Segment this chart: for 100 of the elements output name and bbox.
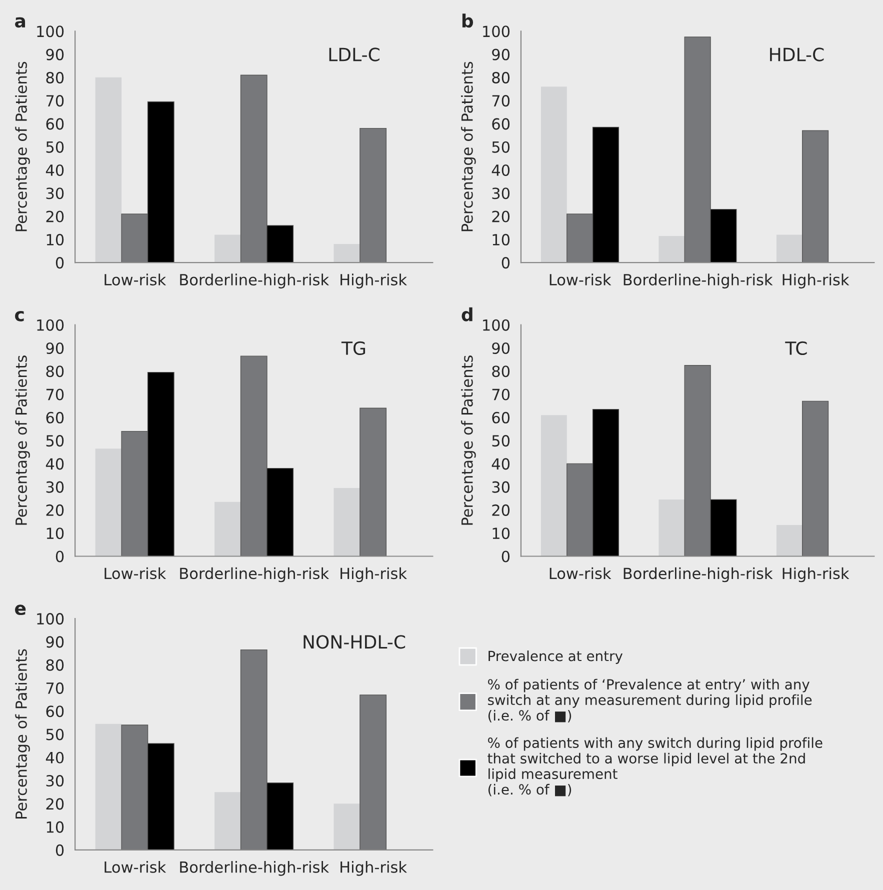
y-tick-label: 30 <box>46 188 64 200</box>
bar <box>334 244 360 263</box>
x-tick-label: Borderline-high-risk <box>624 567 773 582</box>
bar <box>540 415 567 556</box>
y-tick-label: 20 <box>492 504 510 516</box>
y-tick-label: 0 <box>56 257 64 269</box>
y-tick-label: 0 <box>56 844 64 856</box>
bar <box>360 408 387 556</box>
bar <box>214 792 241 850</box>
x-tick-label: Borderline-high-risk <box>180 567 330 582</box>
bar <box>540 86 567 263</box>
y-tick-label: 70 <box>46 95 64 107</box>
bar <box>95 724 122 850</box>
y-axis-title: Percentage of Patients <box>461 62 476 232</box>
y-tick-label: 30 <box>492 188 510 200</box>
y-axis-title: Percentage of Patients <box>15 62 30 232</box>
x-tick-label: Low-risk <box>104 567 166 580</box>
text: d <box>462 307 472 322</box>
legend-label: % of patients with any switch during lipid profile that switched to a worse lipid level at the 2nd lipid measurement (i.e. % of ■) <box>488 737 822 796</box>
y-tick-label: 80 <box>492 366 510 378</box>
y-tick-label: 70 <box>492 95 510 107</box>
y-tick-label: 60 <box>46 118 64 130</box>
y-tick-label: 20 <box>46 504 64 516</box>
y-tick-label: 30 <box>46 481 64 493</box>
x-tick-label: Low-risk <box>104 861 166 873</box>
y-tick-label: 40 <box>46 164 64 176</box>
y-tick-label: 10 <box>492 528 510 540</box>
y-axis-title: Percentage of Patients <box>461 356 476 525</box>
x-tick-label: Borderline-high-risk <box>180 861 330 876</box>
y-tick-label: 40 <box>46 458 64 470</box>
bar <box>658 500 685 556</box>
y-tick-label: 40 <box>46 752 64 764</box>
x-tick-label: High-risk <box>782 567 850 582</box>
text: TG <box>341 341 366 356</box>
bar <box>334 488 360 556</box>
x-tick-label: High-risk <box>340 274 408 288</box>
bar <box>776 234 802 263</box>
y-tick-label: 100 <box>37 26 64 38</box>
y-tick-label: 90 <box>46 342 64 354</box>
text: c <box>15 310 24 322</box>
bar <box>360 694 387 850</box>
y-tick-label: 80 <box>46 659 64 671</box>
y-tick-label: 70 <box>492 388 510 400</box>
y-tick-label: 60 <box>492 412 510 424</box>
y-tick-label: 100 <box>37 613 64 625</box>
y-tick-label: 50 <box>46 435 64 447</box>
bar <box>776 525 802 556</box>
y-tick-label: 80 <box>46 366 64 378</box>
y-tick-label: 100 <box>483 319 510 331</box>
y-tick-label: 0 <box>502 550 510 562</box>
y-tick-label: 60 <box>46 412 64 424</box>
legend-label: Prevalence at entry <box>488 650 623 664</box>
bar <box>95 448 122 556</box>
bar <box>360 128 387 263</box>
x-tick-label: Low-risk <box>550 567 612 580</box>
y-tick-label: 60 <box>492 118 510 130</box>
y-tick-label: 20 <box>46 798 64 810</box>
y-tick-label: 50 <box>46 141 64 153</box>
bar <box>334 804 360 850</box>
y-tick-label: 80 <box>492 72 510 84</box>
y-tick-label: 30 <box>492 481 510 493</box>
x-tick-label: High-risk <box>340 567 408 582</box>
y-tick-label: 90 <box>46 48 64 60</box>
y-tick-label: 90 <box>46 636 64 648</box>
y-tick-label: 20 <box>46 210 64 222</box>
y-tick-label: 40 <box>492 164 510 176</box>
text: e <box>15 604 26 616</box>
x-tick-label: Low-risk <box>104 274 166 286</box>
text: HDL-C <box>770 48 824 62</box>
text: LDL-C <box>329 48 380 62</box>
bar <box>214 502 241 556</box>
y-tick-label: 50 <box>492 435 510 447</box>
y-tick-label: 0 <box>502 257 510 269</box>
text: b <box>462 14 474 28</box>
y-tick-label: 10 <box>46 528 64 540</box>
y-tick-label: 30 <box>46 774 64 787</box>
x-tick-label: Borderline-high-risk <box>180 274 330 288</box>
bar <box>802 130 829 263</box>
y-tick-label: 100 <box>37 319 64 331</box>
y-tick-label: 0 <box>56 550 64 562</box>
y-tick-label: 70 <box>46 682 64 694</box>
y-tick-label: 20 <box>492 210 510 222</box>
y-tick-label: 40 <box>492 458 510 470</box>
x-tick-label: Low-risk <box>550 274 612 286</box>
x-tick-label: Borderline-high-risk <box>624 274 773 288</box>
y-tick-label: 50 <box>492 141 510 153</box>
y-axis-title: Percentage of Patients <box>15 356 30 525</box>
bar <box>95 77 122 263</box>
y-tick-label: 90 <box>492 342 510 354</box>
y-tick-label: 50 <box>46 728 64 740</box>
text: NON-HDL-C <box>304 635 406 649</box>
x-tick-label: High-risk <box>782 274 850 288</box>
y-tick-label: 10 <box>492 234 510 246</box>
bar <box>214 234 241 263</box>
x-tick-label: High-risk <box>340 861 408 876</box>
y-axis-title: Percentage of Patients <box>15 649 30 819</box>
y-tick-label: 70 <box>46 388 64 400</box>
text: a <box>15 17 26 28</box>
bar <box>802 400 829 556</box>
bar <box>658 236 685 263</box>
